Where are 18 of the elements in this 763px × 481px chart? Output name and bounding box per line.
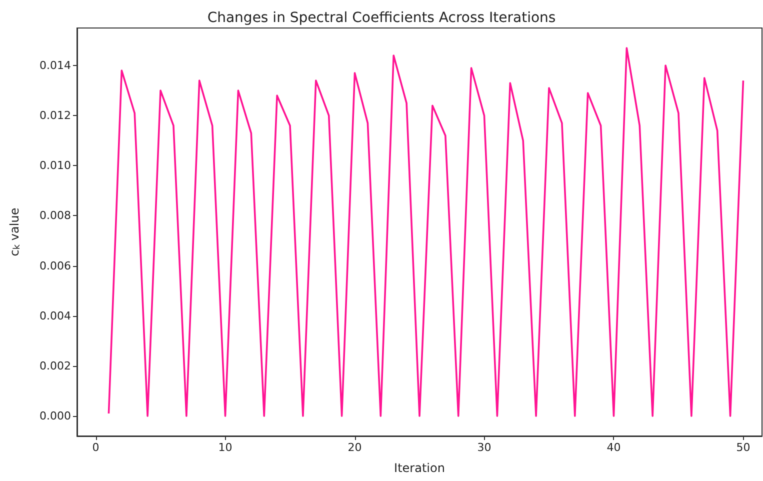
x-tick-label: 50	[736, 441, 750, 454]
x-axis-title: Iteration	[394, 461, 445, 475]
x-tick-label: 30	[477, 441, 492, 454]
y-tick-label: 0.012	[40, 109, 71, 122]
y-tick-label: 0.002	[40, 359, 71, 372]
line-series	[108, 47, 744, 417]
y-tick-label: 0.014	[40, 59, 71, 72]
y-tick-label: 0.006	[40, 259, 71, 272]
y-tick-label: 0.010	[40, 159, 71, 172]
y-tick-label: 0.004	[40, 309, 71, 322]
y-tick-label: 0.000	[40, 409, 71, 422]
y-tick-label: 0.008	[40, 209, 71, 222]
chart-title: Changes in Spectral Coefficients Across Iterations	[207, 10, 556, 26]
x-tick-label: 10	[218, 441, 232, 454]
x-tick-label: 20	[348, 441, 362, 454]
y-axis-title: ck value	[8, 208, 22, 256]
x-tick-label: 40	[606, 441, 621, 454]
x-tick-label: 0	[92, 441, 100, 454]
